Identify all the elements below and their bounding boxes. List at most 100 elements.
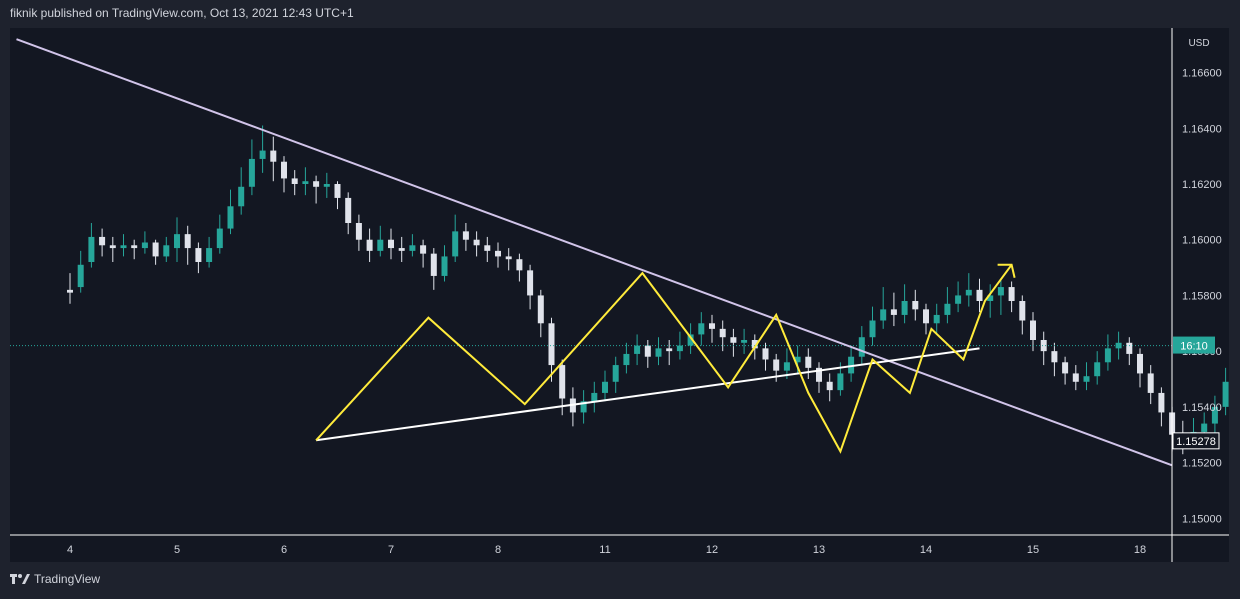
candle-body xyxy=(334,184,341,198)
candle-body xyxy=(420,245,427,254)
candle-body xyxy=(313,181,320,187)
candle-body xyxy=(302,181,309,184)
candle-body xyxy=(634,345,641,354)
candle-body xyxy=(409,245,416,251)
low-price-label: 1.15278 xyxy=(1176,436,1216,448)
candle-body xyxy=(848,356,855,374)
current-price-label: 16:10 xyxy=(1180,341,1208,353)
candle-body xyxy=(1222,381,1229,407)
candle-body xyxy=(291,178,298,184)
candle-body xyxy=(794,356,801,363)
publisher-header: fiknik published on TradingView.com, Oct… xyxy=(10,6,354,20)
candle-body xyxy=(591,392,598,402)
candle-body xyxy=(676,345,683,352)
x-tick-label: 11 xyxy=(599,544,610,556)
candle-body xyxy=(826,381,833,391)
ascending-support-line xyxy=(315,347,980,442)
candle-body xyxy=(152,242,159,257)
candle-body xyxy=(1062,362,1069,374)
x-tick-label: 8 xyxy=(495,544,501,556)
candle-body xyxy=(1147,373,1154,393)
candle-body xyxy=(184,234,191,249)
candle-body xyxy=(559,365,566,399)
candle-body xyxy=(206,248,213,262)
y-tick-label: 1.16600 xyxy=(1182,68,1222,80)
footer-brand: TradingView xyxy=(34,572,101,586)
candle-body xyxy=(997,287,1004,296)
candle-body xyxy=(163,245,170,257)
candle-body xyxy=(452,231,459,257)
candle-body xyxy=(644,345,651,357)
candle-body xyxy=(698,323,705,335)
candle-body xyxy=(430,253,437,276)
candle-body xyxy=(1115,342,1122,349)
price-chart[interactable]: 4 5 6 7 8 11 12 13 14 15 18 1.15000 1.15200 1.15400 1.… xyxy=(10,28,1229,562)
candle-body xyxy=(259,150,266,159)
candle-body xyxy=(345,197,352,223)
arrow-head xyxy=(997,263,1016,279)
candle-body xyxy=(687,334,694,346)
x-tick-label: 7 xyxy=(388,544,394,556)
x-tick-label: 13 xyxy=(813,544,825,556)
candle-body xyxy=(227,206,234,229)
candle-body xyxy=(473,239,480,246)
candle-body xyxy=(987,295,994,301)
x-tick-label: 12 xyxy=(706,544,718,556)
candle-body xyxy=(537,295,544,324)
candle-body xyxy=(602,381,608,393)
candle-body xyxy=(837,373,844,391)
candle-body xyxy=(1072,373,1079,382)
currency-label[interactable]: USD xyxy=(1188,38,1209,49)
candle-body xyxy=(612,365,619,382)
candle-body xyxy=(120,245,127,249)
candle-body xyxy=(923,309,929,324)
candle-body xyxy=(1094,362,1101,377)
y-tick-label: 1.15200 xyxy=(1182,458,1222,470)
candle-body xyxy=(323,184,330,187)
candle-body xyxy=(1008,287,1015,301)
y-tick-label: 1.16200 xyxy=(1182,179,1222,191)
candle-body xyxy=(890,309,897,315)
candle-body xyxy=(1137,353,1143,374)
candle-body xyxy=(77,264,84,288)
candle-body xyxy=(933,314,940,324)
chart-pane[interactable]: 4 5 6 7 8 11 12 13 14 15 18 1.15000 1.15200 1.15400 1.… xyxy=(10,28,1229,562)
x-tick-label: 4 xyxy=(67,544,73,556)
candle-body xyxy=(1104,348,1111,363)
candle-body xyxy=(398,248,405,251)
y-tick-label: 1.15000 xyxy=(1182,513,1222,525)
candle-body xyxy=(869,320,876,338)
candle-body xyxy=(965,289,972,296)
candle-body xyxy=(109,245,116,249)
candle-body xyxy=(805,356,812,368)
candle-body xyxy=(858,337,865,357)
candle-body xyxy=(1083,376,1090,382)
descending-resistance-line xyxy=(16,38,1173,467)
candle-body xyxy=(270,150,277,162)
footer: TradingView xyxy=(10,572,100,586)
candle-body xyxy=(516,259,523,271)
candle-body xyxy=(355,223,362,240)
candle-body xyxy=(1126,342,1133,354)
candle-body xyxy=(901,301,908,315)
candle-body xyxy=(174,234,180,249)
candle-body xyxy=(99,236,106,246)
y-tick-label: 1.16400 xyxy=(1182,123,1222,135)
x-tick-label: 18 xyxy=(1134,544,1146,556)
candle-body xyxy=(131,245,138,249)
candle-body xyxy=(580,401,587,413)
candle-body xyxy=(944,303,951,315)
candle-body xyxy=(1158,392,1165,413)
candle-body xyxy=(1211,406,1218,424)
candle-body xyxy=(816,367,822,382)
axes-layer: 4 5 6 7 8 11 12 13 14 15 18 1.15000 1.15200 1.15400 1.… xyxy=(67,68,1222,556)
candle-body xyxy=(366,239,373,251)
candle-body xyxy=(141,242,148,249)
candle-body xyxy=(388,239,394,249)
candle-body xyxy=(1019,301,1026,321)
candle-body xyxy=(216,228,223,249)
candle-body xyxy=(441,256,448,276)
candle-body xyxy=(719,328,726,338)
candle-body xyxy=(495,250,501,257)
candle-body xyxy=(281,161,287,179)
